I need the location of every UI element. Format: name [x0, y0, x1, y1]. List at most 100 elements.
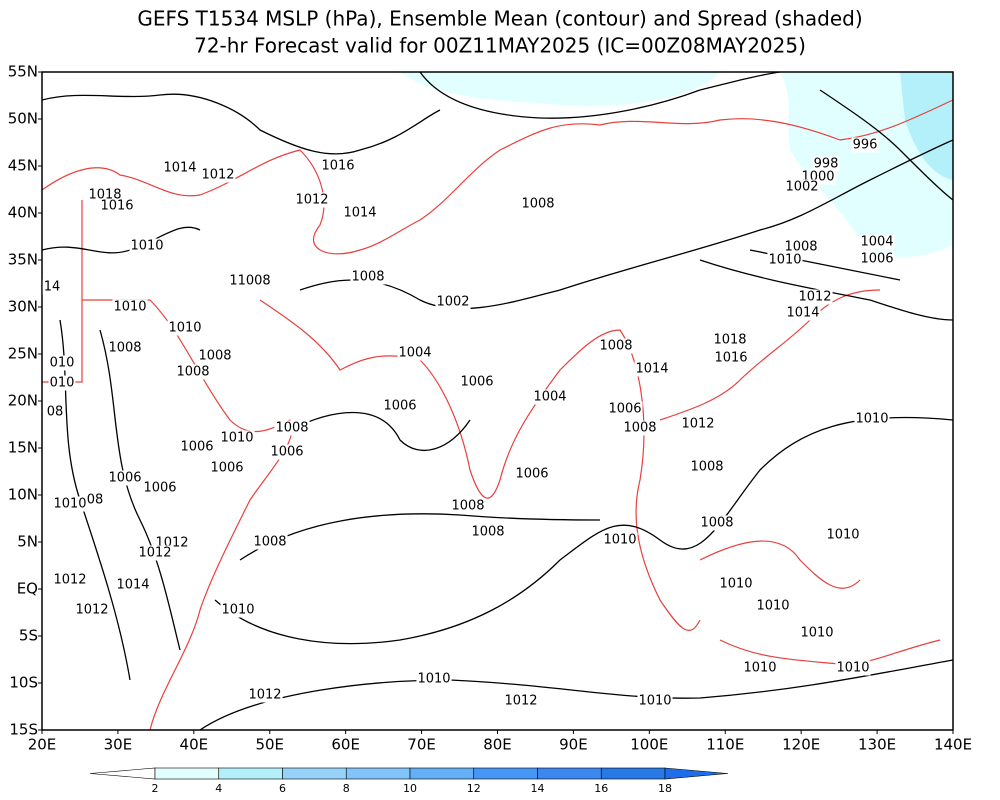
title-line1: GEFS T1534 MSLP (hPa), Ensemble Mean (co… [137, 7, 862, 31]
contour-label-bg [435, 294, 471, 310]
contour-label: 1014 [343, 206, 376, 221]
colorbar-segment [345, 767, 411, 780]
lat-label: 40N [8, 204, 38, 222]
colorbar-label: 10 [403, 782, 417, 795]
contour-label-bg [634, 361, 670, 377]
contour-label: 1008 [784, 240, 817, 255]
colorbar-segment [409, 767, 475, 780]
contour-label: 998 [814, 157, 839, 172]
contour-label-bg [416, 671, 452, 687]
contour-label-bg [162, 160, 198, 176]
colorbar-label: 4 [215, 782, 222, 795]
contour-label-bg [320, 158, 356, 174]
contour-label-bg [52, 572, 88, 588]
contour-label-bg [602, 532, 638, 548]
lon-label: 110E [706, 736, 744, 754]
contour-label-bg [755, 598, 791, 614]
contour-label: 1016 [100, 199, 133, 214]
contour-label-bg [85, 492, 105, 508]
contour-label-bg [197, 348, 233, 364]
contour-label-bg [835, 660, 871, 676]
contour-label-bg [859, 251, 895, 267]
contour-label-bg [107, 340, 143, 356]
contour-label-bg [350, 269, 386, 285]
contour-label: 1010 [855, 412, 888, 427]
contour-label-bg [459, 374, 495, 390]
contour-label-bg [52, 496, 88, 512]
colorbar-label: 8 [343, 782, 350, 795]
colorbar-label: 16 [594, 782, 608, 795]
contour-label: 1008 [108, 341, 141, 356]
contour-label: 996 [853, 138, 878, 153]
lat-label: 20N [8, 392, 38, 410]
contour-label: 1010 [130, 239, 163, 254]
contour-label: 1014 [635, 362, 668, 377]
contour-label-bg [854, 411, 890, 427]
contour-label-bg [99, 198, 135, 214]
lat-label: 10S [9, 674, 38, 692]
contour-label-bg [48, 375, 76, 391]
colorbar-label: 6 [279, 782, 286, 795]
contour-label-bg [622, 420, 658, 436]
contour-label: 1006 [108, 471, 141, 486]
contour-label-bg [200, 167, 236, 183]
lon-label: 140E [934, 736, 972, 754]
contour-label-bg [825, 527, 861, 543]
contour-label-bg [209, 460, 245, 476]
contour-label-bg [382, 398, 418, 414]
contour-label: 1008 [451, 499, 484, 514]
spread-shade [900, 72, 953, 180]
contour-label: 1010 [756, 599, 789, 614]
lon-label: 80E [483, 736, 512, 754]
contour-label-bg [470, 524, 506, 540]
contour-label: 1010 [168, 321, 201, 336]
contour-label-bg [742, 660, 778, 676]
contour [699, 249, 954, 321]
lat-label: 45N [8, 157, 38, 175]
lon-label: 100E [630, 736, 668, 754]
contour-label-bg [137, 545, 173, 561]
lat-label: 10N [8, 486, 38, 504]
contour-label: 1010 [743, 661, 776, 676]
spread-shade [400, 72, 720, 106]
contour-label-bg [859, 234, 895, 250]
contour-label-bg [680, 416, 716, 432]
lat-label: 35N [8, 251, 38, 269]
contour-label: 1008 [176, 365, 209, 380]
contour-label: 1010 [220, 431, 253, 446]
contour-label: 1010 [53, 497, 86, 512]
colorbar-segment [473, 767, 538, 780]
lon-label: 70E [407, 736, 436, 754]
contour-label: 1004 [533, 390, 566, 405]
contour-label-bg [228, 273, 272, 289]
contour-label: 1012 [248, 688, 281, 703]
contour-label-bg [112, 299, 148, 315]
contour-label-bg [520, 196, 556, 212]
contour-label: 1008 [471, 525, 504, 540]
lon-label: 30E [104, 736, 133, 754]
lat-label: 25N [8, 345, 38, 363]
contour-label-bg [797, 289, 833, 305]
contour-label: 1016 [714, 351, 747, 366]
lat-label: 5S [19, 627, 38, 645]
contour-label-bg [514, 466, 550, 482]
contour-label: 1006 [180, 440, 213, 455]
contour [239, 411, 601, 561]
contour-label: 1012 [798, 290, 831, 305]
lat-label: 15S [9, 721, 38, 739]
contour-label: 1006 [383, 399, 416, 414]
contour-label: 1004 [398, 346, 431, 361]
contour-label-bg [397, 345, 433, 361]
contour-label: 1006 [608, 402, 641, 417]
contour-label: 1008 [253, 535, 286, 550]
contour-label-bg [799, 625, 835, 641]
lat-label: 55N [8, 63, 38, 81]
contour-label-bg [175, 364, 211, 380]
contour-label: 1006 [515, 467, 548, 482]
contour-label: 1010 [768, 253, 801, 268]
contour-label: 1008 [700, 516, 733, 531]
contour-label: 1006 [270, 445, 303, 460]
contour-label-bg [503, 693, 539, 709]
contour [419, 71, 954, 201]
